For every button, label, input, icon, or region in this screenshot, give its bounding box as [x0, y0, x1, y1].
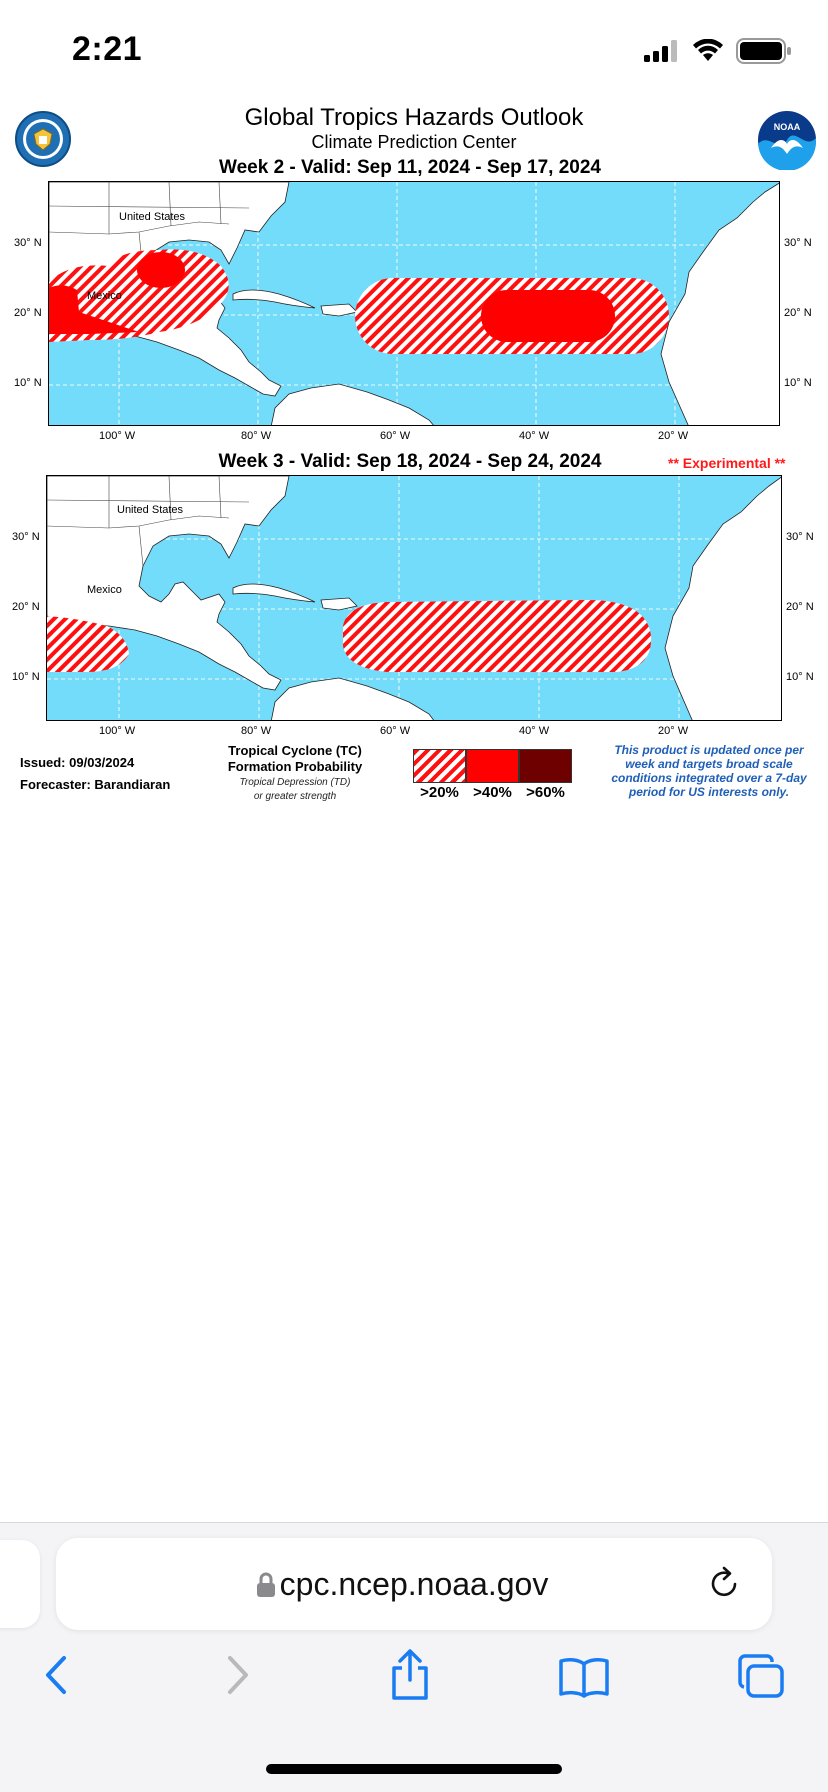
week3-map: United States Mexico	[46, 475, 782, 721]
status-icons	[644, 36, 792, 66]
south-america-land	[271, 383, 434, 425]
lon-label-40w: 40° W	[519, 430, 550, 442]
week2-title: Week 2 - Valid: Sep 11, 2024 - Sep 17, 2…	[219, 157, 601, 178]
forecaster-name: Forecaster: Barandiaran	[20, 777, 171, 792]
north-america-land	[47, 476, 290, 691]
lat-label-30n-left: 30° N	[14, 237, 42, 249]
status-bar: 2:21	[0, 0, 828, 100]
mexico-label: Mexico	[87, 584, 122, 596]
product-title: Global Tropics Hazards Outlook	[244, 104, 584, 131]
lon-label-80w: 80° W	[241, 430, 272, 442]
share-icon[interactable]	[388, 1648, 432, 1702]
week2-map: United States Mexico	[48, 181, 780, 426]
svg-text:NOAA: NOAA	[774, 122, 801, 132]
issued-date: Issued: 09/03/2024	[20, 755, 135, 770]
week2-hazard-atlantic-40	[481, 290, 615, 342]
address-bar[interactable]: cpc.ncep.noaa.gov	[56, 1538, 772, 1630]
lon-label-100w: 100° W	[99, 725, 136, 737]
legend-swatch-60	[519, 749, 572, 783]
legend-title-line2: Formation Probability	[227, 759, 363, 774]
us-label: United States	[119, 211, 186, 223]
lat-label-10n-right: 10° N	[786, 671, 814, 683]
hispaniola-land	[320, 303, 358, 317]
lat-label-30n-right: 30° N	[786, 531, 814, 543]
lat-label-20n-left: 20° N	[14, 307, 42, 319]
africa-land	[660, 182, 779, 425]
week3-title: Week 3 - Valid: Sep 18, 2024 - Sep 24, 2…	[218, 451, 602, 472]
lon-label-20w: 20° W	[658, 430, 689, 442]
legend-labels: >20% >40% >60%	[413, 784, 572, 801]
battery-icon	[736, 38, 791, 64]
bookmarks-icon[interactable]	[558, 1656, 610, 1698]
update-note: This product is updated once per week an…	[611, 743, 807, 799]
legend-swatch-20	[413, 749, 466, 783]
legend-label-60: >60%	[526, 784, 565, 801]
lat-label-20n-right: 20° N	[784, 307, 812, 319]
issue-info: Issued: 09/03/2024 Forecaster: Barandiar…	[20, 752, 170, 796]
legend-title-line1: Tropical Cyclone (TC)	[228, 743, 362, 758]
legend-note-line1: Tropical Depression (TD)	[239, 777, 351, 788]
legend-note-line2: or greater strength	[253, 791, 337, 802]
week3-hazard-pacific-20	[47, 616, 129, 672]
cuba-land	[232, 289, 316, 309]
cellular-signal-icon	[644, 40, 677, 62]
lon-label-80w: 80° W	[241, 725, 272, 737]
week2-hazard-bay-40	[137, 252, 185, 288]
experimental-label: ** Experimental **	[668, 455, 786, 471]
wifi-icon	[693, 39, 723, 61]
doc-logo	[14, 110, 72, 173]
legend-swatches	[413, 749, 572, 783]
tabs-icon[interactable]	[736, 1654, 786, 1700]
lon-label-40w: 40° W	[519, 725, 550, 737]
url-text[interactable]: cpc.ncep.noaa.gov	[279, 1566, 549, 1602]
week3-hazard-atlantic-20	[343, 600, 652, 672]
legend-label-20: >20%	[420, 784, 459, 801]
home-indicator[interactable]	[266, 1764, 562, 1774]
lon-label-100w: 100° W	[99, 430, 136, 442]
mexico-label: Mexico	[87, 290, 122, 302]
legend-swatch-40	[466, 749, 519, 783]
forward-icon[interactable]	[218, 1652, 254, 1698]
lat-label-10n-left: 10° N	[12, 671, 40, 683]
lat-label-10n-left: 10° N	[14, 377, 42, 389]
back-icon[interactable]	[40, 1652, 76, 1698]
lon-label-60w: 60° W	[380, 430, 411, 442]
product-subtitle: Climate Prediction Center	[311, 132, 517, 152]
week2-hazard-pacific-40	[49, 285, 139, 334]
lon-label-20w: 20° W	[658, 725, 689, 737]
previous-tab-preview[interactable]	[0, 1540, 40, 1628]
us-label: United States	[117, 504, 184, 516]
south-america-land	[270, 677, 434, 720]
legend-label-40: >40%	[473, 784, 512, 801]
lock-icon	[257, 1572, 275, 1597]
status-time: 2:21	[72, 30, 143, 68]
cuba-land	[232, 583, 316, 603]
reload-icon[interactable]	[706, 1564, 742, 1602]
noaa-logo: NOAA	[757, 110, 817, 175]
lat-label-20n-right: 20° N	[786, 601, 814, 613]
lat-label-10n-right: 10° N	[784, 377, 812, 389]
lon-label-60w: 60° W	[380, 725, 411, 737]
lat-label-30n-left: 30° N	[12, 531, 40, 543]
lat-label-20n-left: 20° N	[12, 601, 40, 613]
lat-label-30n-right: 30° N	[784, 237, 812, 249]
africa-land	[664, 476, 781, 720]
legend-title: Tropical Cyclone (TC) Formation Probabil…	[210, 743, 380, 803]
hispaniola-land	[320, 597, 358, 611]
